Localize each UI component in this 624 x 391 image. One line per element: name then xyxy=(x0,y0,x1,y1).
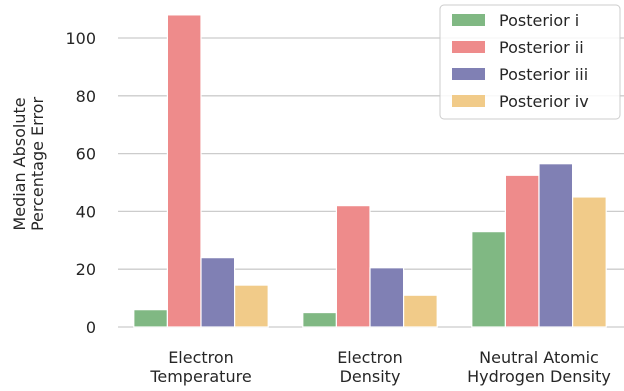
x-tick-label: Density xyxy=(340,367,401,386)
bar-4-2 xyxy=(403,294,438,328)
bar-3-3 xyxy=(538,163,574,328)
y-tick-label: 40 xyxy=(76,202,96,221)
bar-2-2 xyxy=(335,205,371,328)
x-tick-labels: ElectronTemperatureElectronDensityNeutra… xyxy=(149,348,611,386)
x-tick-label: Hydrogen Density xyxy=(467,367,611,386)
y-axis-label-line: Median Absolute xyxy=(10,97,29,230)
legend-label: Posterior ii xyxy=(499,38,584,57)
legend-box xyxy=(439,4,621,120)
legend-label: Posterior iv xyxy=(499,92,589,111)
bar-1-2 xyxy=(302,311,337,328)
bar-4-1 xyxy=(234,284,269,328)
legend-swatch xyxy=(452,68,485,80)
bar-4-3 xyxy=(571,196,607,328)
bar-1-3 xyxy=(471,231,506,328)
legend-swatch xyxy=(452,95,485,107)
legend: Posterior i Posterior ii Posterior iii Post… xyxy=(439,4,621,120)
y-tick-label: 100 xyxy=(65,29,96,48)
bar-1-1 xyxy=(133,309,169,328)
y-tick-label: 60 xyxy=(76,145,96,164)
x-tick-label: Electron xyxy=(168,348,234,367)
y-tick-label: 20 xyxy=(76,260,96,279)
y-tick-labels: 0 20 40 60 80 100 xyxy=(65,29,96,337)
bars xyxy=(133,14,607,328)
x-tick-label: Temperature xyxy=(149,367,251,386)
legend-swatch xyxy=(452,41,485,53)
y-tick-label: 0 xyxy=(86,318,96,337)
bar-2-3 xyxy=(504,174,540,328)
legend-label: Posterior iii xyxy=(499,65,588,84)
x-tick-label: Neutral Atomic xyxy=(479,348,599,367)
y-axis-label-line: Percentage Error xyxy=(28,97,47,232)
x-tick-label: Electron xyxy=(337,348,403,367)
bar-2-1 xyxy=(166,14,202,328)
bar-3-1 xyxy=(200,257,236,328)
legend-swatch xyxy=(452,14,485,26)
bar-3-2 xyxy=(369,267,405,328)
y-tick-label: 80 xyxy=(76,87,96,106)
legend-label: Posterior i xyxy=(499,11,579,30)
y-axis-label: Median Absolute Percentage Error xyxy=(10,97,47,232)
